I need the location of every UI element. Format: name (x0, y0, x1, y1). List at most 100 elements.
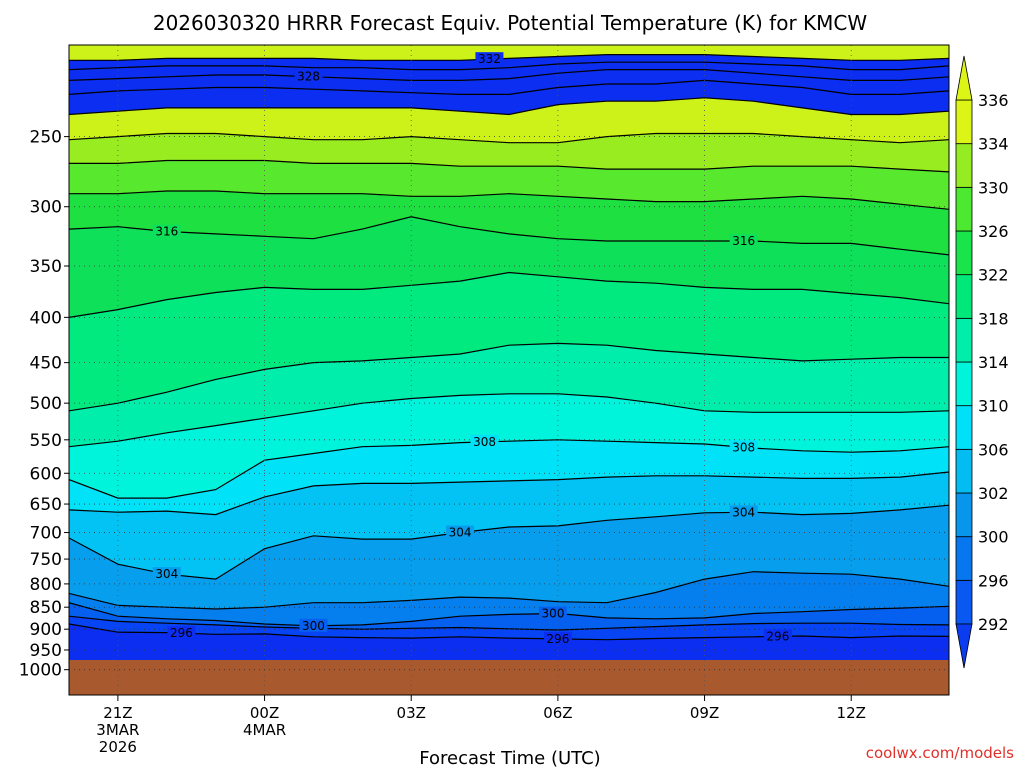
x-tick-label-21z-2: 2026 (99, 738, 137, 756)
y-tick-label-600: 600 (30, 464, 62, 484)
y-tick-label-750: 750 (30, 550, 62, 570)
colorbar-segment-4 (955, 405, 973, 450)
contour-label-t304-1: 304 (449, 526, 472, 540)
contour-label-t316-0: 316 (155, 225, 178, 239)
x-tick-label-00z-1: 4MAR (243, 721, 286, 739)
x-tick-label-00z-0: 00Z (250, 704, 279, 722)
colorbar-label-336: 336 (978, 91, 1009, 110)
contour-label-t296-1: 296 (546, 632, 569, 646)
contour-label-bg-t328-0 (294, 69, 323, 83)
contour-line-t332 (69, 54, 949, 61)
contour-label-t328-0: 328 (297, 70, 320, 84)
colorbar-label-306: 306 (978, 440, 1009, 459)
colorbar-segment-3 (955, 448, 973, 494)
contour-label-t300-1: 300 (542, 607, 565, 621)
colorbar-label-300: 300 (978, 528, 1009, 547)
contour-label-bg-t316-1 (729, 234, 758, 248)
chart-title: 2026030320 HRRR Forecast Equiv. Potentia… (153, 11, 868, 35)
colorbar-label-330: 330 (978, 178, 1009, 197)
contour-label-bg-t332-0 (475, 52, 504, 66)
contour-label-bg-t304-1 (446, 525, 475, 539)
contour-line-t316 (69, 216, 949, 256)
colorbar-label-318: 318 (978, 309, 1009, 328)
colorbar-label-326: 326 (978, 222, 1009, 241)
colorbar-segment-5 (955, 361, 973, 407)
contour-line-t318 (69, 190, 949, 210)
x-tick-label-06z-0: 06Z (543, 704, 572, 722)
contour-fill-layer (69, 45, 949, 695)
colorbar-label-292: 292 (978, 615, 1009, 634)
x-tick-label-09z-0: 09Z (690, 704, 719, 722)
y-tick-label-800: 800 (30, 575, 62, 595)
y-tick-label-700: 700 (30, 524, 62, 544)
contour-line-t330 (69, 61, 949, 71)
colorbar-label-314: 314 (978, 353, 1009, 372)
contour-label-bg-t300-1 (539, 606, 567, 620)
contour-label-t316-1: 316 (732, 234, 755, 248)
contour-line-t322 (69, 132, 949, 144)
credit-text: coolwx.com/models (866, 744, 1014, 762)
x-tick-label-21z-0: 21Z (103, 704, 132, 722)
grid-layer (69, 45, 949, 695)
contour-label-bg-t304-0 (152, 567, 181, 581)
contour-line-t312 (69, 342, 949, 412)
contour-line-t328 (69, 69, 949, 81)
x-tick-label-03z-0: 03Z (397, 704, 426, 722)
colorbar-segment-0 (955, 579, 973, 625)
y-tick-label-400: 400 (30, 308, 62, 328)
contour-line-t304 (69, 504, 949, 580)
colorbar-segment-8 (955, 230, 973, 276)
y-tick-label-650: 650 (30, 495, 62, 515)
y-tick-label-850: 850 (30, 598, 62, 618)
plot-frame (68, 44, 950, 696)
contour-line-t310 (69, 393, 949, 448)
y-tick-label-250: 250 (30, 128, 62, 148)
y-tick-label-500: 500 (30, 394, 62, 414)
contour-line-t314 (69, 271, 949, 318)
colorbar-label-302: 302 (978, 484, 1009, 503)
contour-line-t308 (69, 439, 949, 499)
colorbar-segment-10 (955, 143, 973, 188)
contour-label-bg-t308-0 (470, 434, 499, 448)
contour-label-bg-t300-0 (299, 618, 328, 632)
y-tick-label-550: 550 (30, 431, 62, 451)
colorbar-label-334: 334 (978, 135, 1009, 154)
y-tick-label-900: 900 (30, 620, 62, 640)
x-tick-label-21z-1: 3MAR (96, 721, 139, 739)
contour-label-bg-t296-0 (167, 626, 196, 640)
contour-label-t304-0: 304 (155, 567, 178, 581)
contour-label-t332-0: 332 (478, 52, 501, 66)
contour-label-t296-2: 296 (766, 629, 789, 643)
ground-terrain (69, 659, 949, 695)
colorbar-label-310: 310 (978, 397, 1009, 416)
contour-line-t326 (69, 79, 949, 95)
contour-line-t302 (69, 571, 949, 610)
y-tick-label-1000: 1000 (19, 661, 62, 681)
colorbar-segment-2 (955, 492, 973, 538)
colorbar-arrow-low (955, 623, 973, 669)
colorbar-label-322: 322 (978, 266, 1009, 285)
y-tick-label-300: 300 (30, 198, 62, 218)
contour-line-t300 (69, 602, 949, 627)
contour-labels: 296 296 296 300 300 304 304 304 308 308 316 316 328 3… (152, 52, 792, 646)
colorbar-arrow-high (955, 55, 973, 101)
contour-label-t300-0: 300 (302, 619, 325, 633)
contour-label-t308-0: 308 (473, 435, 496, 449)
colorbar-segment-1 (955, 536, 973, 581)
contour-line-t324 (69, 97, 949, 116)
y-axis: 2503003504004505005506006507007508008509… (19, 128, 69, 681)
colorbar-segment-9 (955, 186, 973, 232)
colorbar-segment-11 (955, 99, 973, 145)
colorbar-segment-6 (955, 317, 973, 363)
colorbar-label-296: 296 (978, 571, 1009, 590)
contour-label-t296-0: 296 (170, 626, 193, 640)
x-axis-label: Forecast Time (UTC) (419, 748, 600, 768)
colorbar: 292 296 300 302 306 310 314 318 322 326 330 334 336 (955, 55, 1009, 669)
contour-label-bg-t304-2 (729, 505, 758, 519)
contour-label-bg-t316-0 (152, 224, 181, 238)
y-tick-label-450: 450 (30, 354, 62, 374)
y-tick-label-950: 950 (30, 641, 62, 661)
contour-label-t308-1: 308 (732, 440, 755, 454)
